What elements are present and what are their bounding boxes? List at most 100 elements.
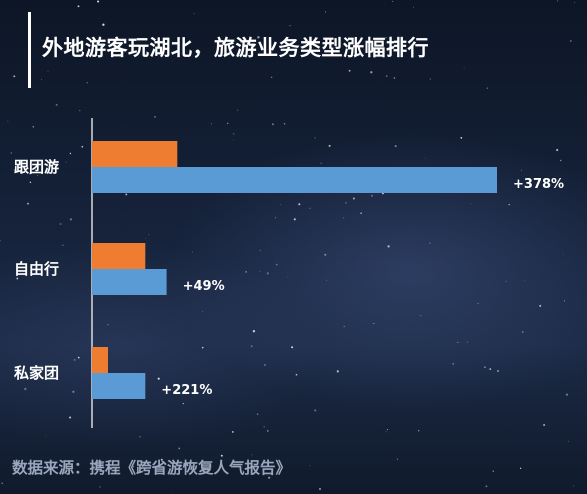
star [489, 368, 492, 371]
star [192, 251, 193, 253]
star [145, 238, 146, 239]
star [97, 0, 100, 3]
star [132, 466, 135, 468]
star [343, 325, 345, 328]
star [387, 245, 390, 248]
star [539, 304, 542, 307]
star [98, 18, 100, 19]
chart-title: 外地游客玩湖北，旅游业务类型涨幅排行 [42, 36, 429, 60]
star [171, 60, 173, 62]
star [44, 434, 46, 436]
star [72, 390, 75, 393]
star [314, 137, 316, 139]
bar-value-label: +378% [513, 177, 564, 192]
star [563, 300, 566, 302]
star [264, 364, 266, 366]
star [460, 137, 463, 139]
star [266, 430, 269, 432]
star [32, 126, 35, 128]
star [178, 447, 181, 450]
star [59, 223, 62, 225]
star [387, 429, 389, 431]
star [420, 315, 422, 317]
star [520, 169, 522, 171]
star [336, 370, 339, 373]
star [55, 103, 58, 106]
bar-orange [92, 141, 178, 167]
star [77, 5, 80, 8]
star [492, 470, 494, 472]
star [237, 109, 239, 111]
star [245, 55, 247, 58]
star [79, 109, 81, 112]
star [486, 87, 488, 89]
star [172, 492, 174, 494]
star [81, 145, 84, 148]
bar-blue [92, 269, 167, 295]
star [320, 162, 322, 164]
star [198, 50, 201, 53]
star [309, 207, 311, 209]
star [210, 123, 213, 125]
star [556, 148, 559, 152]
category-label: 私家团 [13, 364, 59, 382]
star [569, 39, 572, 43]
star [348, 69, 351, 72]
star [201, 346, 204, 349]
star [220, 454, 223, 457]
star [452, 362, 455, 365]
category-label: 跟团游 [14, 158, 59, 176]
star [202, 311, 203, 312]
star [485, 485, 488, 488]
star [425, 157, 426, 159]
star [352, 197, 355, 200]
star [295, 373, 298, 376]
star [319, 488, 321, 490]
star [41, 79, 42, 81]
star [298, 203, 301, 206]
star [309, 465, 311, 467]
star [466, 341, 468, 343]
bar-blue [92, 373, 146, 399]
star [29, 181, 32, 184]
star [274, 217, 277, 219]
star [370, 194, 373, 197]
star [385, 75, 388, 78]
star [393, 77, 396, 79]
star [140, 468, 142, 470]
star [363, 48, 365, 50]
star [156, 472, 157, 473]
star [256, 413, 259, 415]
star [508, 203, 510, 206]
star [429, 78, 431, 80]
star [193, 13, 195, 14]
star [182, 402, 185, 405]
bar-value-label: +49% [183, 279, 225, 294]
star [69, 152, 72, 155]
star [233, 139, 234, 141]
star [413, 6, 415, 8]
star [10, 152, 13, 154]
star [345, 202, 347, 204]
star [429, 242, 431, 244]
star [287, 276, 289, 278]
star [505, 280, 507, 282]
star [289, 25, 291, 27]
star [280, 204, 281, 206]
title-accent-bar [28, 12, 31, 88]
star [271, 123, 274, 126]
star [73, 358, 76, 361]
star [102, 23, 105, 26]
star [574, 2, 576, 3]
star [24, 387, 27, 391]
star [268, 476, 271, 479]
bar-blue [92, 167, 497, 193]
star [572, 485, 575, 487]
star [457, 341, 459, 343]
star [392, 0, 394, 2]
star [86, 82, 88, 84]
star [251, 454, 253, 456]
star [324, 253, 327, 256]
